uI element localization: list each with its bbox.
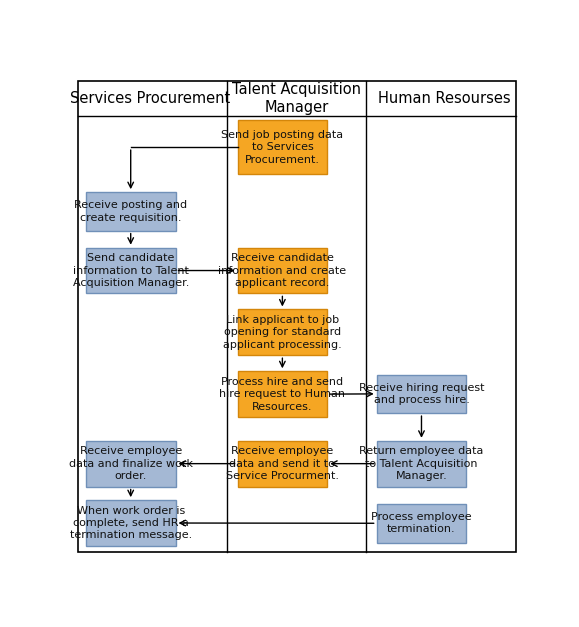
Bar	[237, 371, 327, 417]
Bar	[86, 248, 175, 293]
Bar	[237, 120, 327, 174]
Text: Talent Acquisition
Manager: Talent Acquisition Manager	[232, 82, 361, 115]
Bar	[237, 441, 327, 487]
Text: Receive hiring request
and process hire.: Receive hiring request and process hire.	[359, 382, 484, 405]
Bar	[237, 248, 327, 293]
Text: Receive posting and
create requisition.: Receive posting and create requisition.	[74, 200, 187, 223]
Text: Process employee
termination.: Process employee termination.	[371, 512, 472, 534]
Bar	[376, 441, 466, 487]
Bar	[86, 192, 175, 231]
Text: Send job posting data
to Services
Procurement.: Send job posting data to Services Procur…	[221, 130, 343, 164]
Bar	[376, 504, 466, 542]
Text: Receive employee
data and finalize work
order.: Receive employee data and finalize work …	[69, 446, 193, 481]
Text: Human Resourses: Human Resourses	[378, 91, 510, 106]
Bar	[86, 441, 175, 487]
Bar	[376, 374, 466, 413]
Text: Send candidate
information to Talent
Acquisition Manager.: Send candidate information to Talent Acq…	[72, 253, 189, 288]
Text: Process hire and send
hire request to Human
Resources.: Process hire and send hire request to Hu…	[219, 377, 346, 411]
Text: Link applicant to job
opening for standard
applicant processing.: Link applicant to job opening for standa…	[223, 315, 342, 350]
Text: Receive candidate
information and create
applicant record.: Receive candidate information and create…	[218, 253, 346, 288]
Text: Return employee data
to Talent Acquisition
Manager.: Return employee data to Talent Acquisiti…	[360, 446, 483, 481]
Text: Receive employee
data and send it to
Service Procurment.: Receive employee data and send it to Ser…	[226, 446, 339, 481]
Text: Services Procurement: Services Procurement	[70, 91, 230, 106]
Bar	[86, 500, 175, 546]
Bar	[237, 309, 327, 356]
Text: When work order is
complete, send HR a
termination message.: When work order is complete, send HR a t…	[69, 505, 192, 540]
